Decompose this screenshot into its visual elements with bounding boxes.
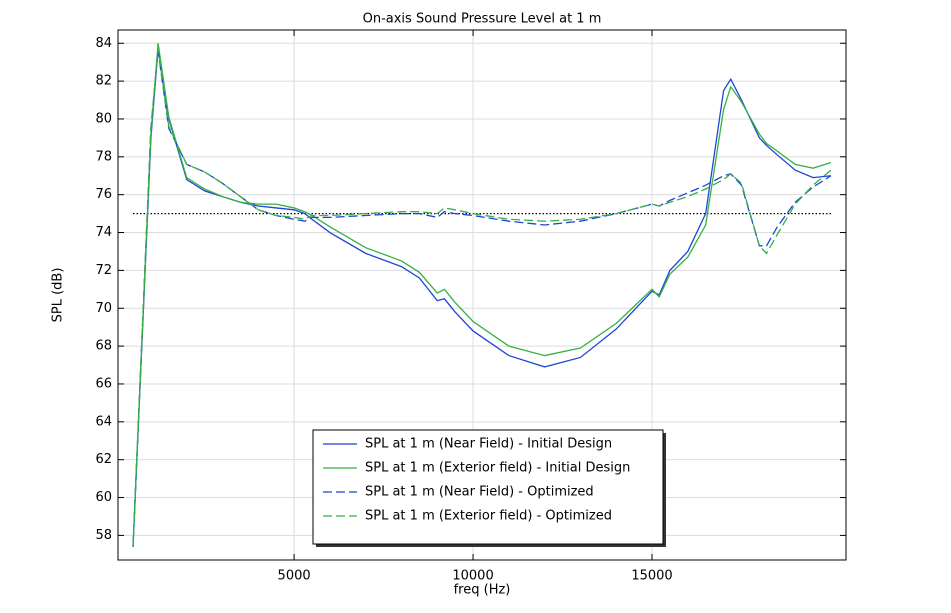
legend-label: SPL at 1 m (Near Field) - Initial Design <box>365 437 612 452</box>
y-tick-label: 74 <box>95 225 112 240</box>
y-tick-label: 60 <box>95 490 112 505</box>
x-tick-label: 5000 <box>278 569 311 584</box>
y-tick-label: 64 <box>95 414 112 429</box>
x-tick-label: 15000 <box>631 569 672 584</box>
legend-label: SPL at 1 m (Exterior field) - Initial De… <box>365 461 630 476</box>
y-tick-label: 66 <box>95 376 112 391</box>
series-line <box>132 43 832 547</box>
x-axis-label: freq (Hz) <box>454 583 511 598</box>
y-tick-label: 72 <box>95 263 112 278</box>
series-line <box>132 48 832 547</box>
y-tick-label: 78 <box>95 149 112 164</box>
chart-title: On-axis Sound Pressure Level at 1 m <box>363 12 602 27</box>
y-tick-label: 80 <box>95 111 112 126</box>
y-tick-label: 82 <box>95 74 112 89</box>
legend-label: SPL at 1 m (Exterior field) - Optimized <box>365 509 612 524</box>
y-tick-label: 84 <box>95 36 112 51</box>
plot-frame <box>117 29 847 561</box>
y-tick-label: 58 <box>95 528 112 543</box>
y-tick-label: 68 <box>95 339 112 354</box>
y-axis-label: SPL (dB) <box>51 268 66 323</box>
legend-label: SPL at 1 m (Near Field) - Optimized <box>365 485 594 500</box>
y-tick-label: 70 <box>95 301 112 316</box>
legend-box <box>312 429 664 545</box>
x-tick-label: 10000 <box>452 569 493 584</box>
y-tick-label: 62 <box>95 452 112 467</box>
y-tick-label: 76 <box>95 187 112 202</box>
